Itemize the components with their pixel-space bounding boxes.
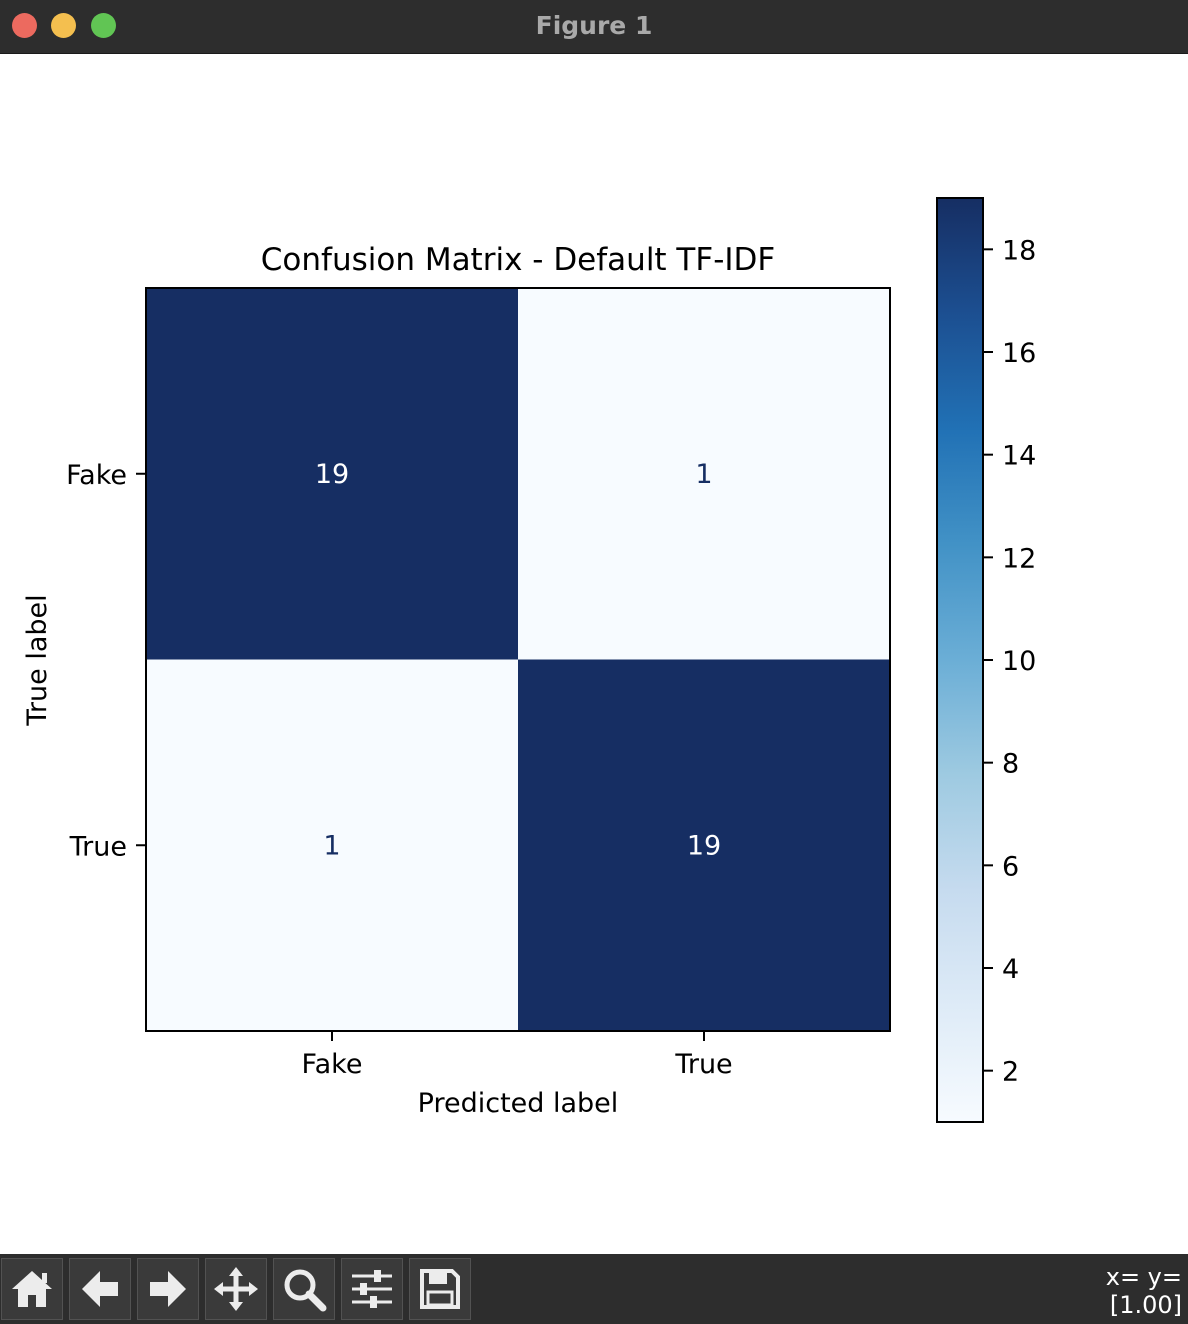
- cell-value-label: 19: [687, 830, 721, 861]
- colorbar-tick-label: 4: [1002, 954, 1019, 985]
- coords-line-2: [1.00]: [1109, 1291, 1182, 1319]
- matrix-cell: [518, 288, 890, 660]
- coords-line-1: x= y=: [1105, 1263, 1182, 1291]
- colorbar: [936, 197, 984, 1123]
- back-button[interactable]: [69, 1258, 131, 1320]
- sliders-icon: [352, 1270, 392, 1308]
- colorbar-tick-label: 14: [1002, 441, 1036, 472]
- matrix-cell: [518, 659, 890, 1031]
- pan-button[interactable]: [205, 1258, 267, 1320]
- cell-value-label: 1: [323, 830, 340, 861]
- y-tick-label: True: [69, 831, 127, 862]
- home-button[interactable]: [1, 1258, 63, 1320]
- colorbar-tick-label: 10: [1002, 646, 1036, 677]
- matrix-cell: [146, 659, 518, 1031]
- y-tick-label: Fake: [66, 460, 127, 491]
- home-icon: [12, 1271, 52, 1307]
- close-window-button[interactable]: [12, 13, 37, 38]
- colorbar-tick-label: 16: [1002, 338, 1036, 369]
- matplotlib-toolbar: x= y= [1.00]: [0, 1254, 1188, 1324]
- configure-subplots-button[interactable]: [341, 1258, 403, 1320]
- magnifier-icon: [284, 1269, 327, 1312]
- move-icon: [214, 1267, 258, 1311]
- cell-value-label: 1: [695, 459, 712, 490]
- chart-title: Confusion Matrix - Default TF-IDF: [261, 242, 775, 278]
- colorbar-tick-label: 12: [1002, 543, 1036, 574]
- arrow-right-icon: [150, 1271, 186, 1307]
- x-tick-label: True: [674, 1049, 732, 1080]
- confusion-matrix-chart: 19 1 1 19 Fake True Fake True Confusion Matri…: [22, 197, 1036, 1123]
- x-tick-label: Fake: [302, 1049, 363, 1080]
- floppy-disk-icon: [420, 1269, 460, 1309]
- save-button[interactable]: [409, 1258, 471, 1320]
- matrix-cell: [146, 288, 518, 660]
- colorbar-tick-label: 18: [1002, 235, 1036, 266]
- zoom-button[interactable]: [273, 1258, 335, 1320]
- colorbar-tick-label: 2: [1002, 1057, 1019, 1088]
- cell-value-label: 19: [315, 459, 349, 490]
- cursor-coordinates: x= y= [1.00]: [1106, 1263, 1182, 1319]
- colorbar-tick-label: 8: [1002, 749, 1019, 780]
- plot-frame: [145, 287, 891, 1032]
- window-title: Figure 1: [535, 11, 653, 40]
- arrow-left-icon: [82, 1271, 118, 1307]
- figure-canvas[interactable]: 19 1 1 19 Fake True Fake True Confusion Matri…: [0, 55, 1188, 1254]
- x-axis-label: Predicted label: [418, 1088, 619, 1119]
- window-titlebar: Figure 1: [0, 0, 1188, 54]
- maximize-window-button[interactable]: [91, 13, 116, 38]
- forward-button[interactable]: [137, 1258, 199, 1320]
- colorbar-tick-label: 6: [1002, 851, 1019, 882]
- y-axis-label: True label: [22, 594, 53, 726]
- minimize-window-button[interactable]: [51, 13, 76, 38]
